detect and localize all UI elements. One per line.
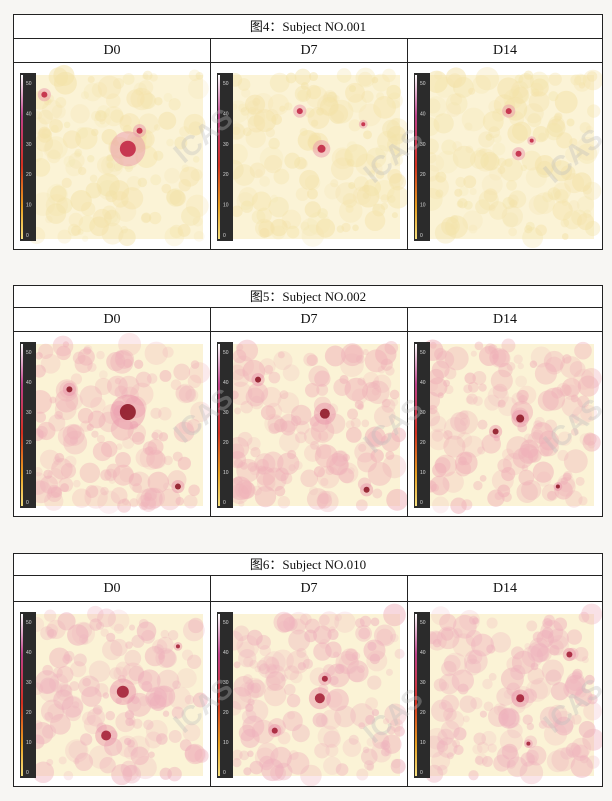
scale-tick-label: 10: [420, 470, 426, 476]
scale-tick-label: 30: [420, 680, 426, 686]
figure-title: 图5：Subject NO.002: [14, 286, 602, 308]
heatmap-cell-d0: 50 40 30 20 10 0: [14, 602, 211, 786]
column-header-d7: D7: [211, 39, 408, 63]
heatmap-image: 50 40 30 20 10 0: [217, 603, 407, 786]
scale-tick-label: 10: [223, 470, 229, 476]
scale-tick-label: 50: [26, 350, 32, 356]
scale-tick-label: 20: [223, 172, 229, 178]
scale-tick-label: 20: [223, 710, 229, 716]
scale-tick-label: 50: [223, 620, 229, 626]
heatmap-image: 50 40 30 20 10 0: [414, 66, 602, 249]
scale-tick-label: 20: [420, 710, 426, 716]
heatmap-image: 50 40 30 20 10 0: [20, 332, 210, 514]
scale-tick-label: 30: [26, 680, 32, 686]
scale-tick-label: 10: [420, 740, 426, 746]
scale-tick-label: 40: [420, 650, 426, 656]
scale-tick-label: 10: [223, 203, 229, 209]
column-header-d0: D0: [14, 576, 211, 602]
scale-tick-label: 30: [26, 142, 32, 148]
scale-tick-label: 50: [420, 81, 426, 87]
scale-tick-label: 30: [223, 410, 229, 416]
column-header-d7: D7: [211, 308, 408, 332]
scale-tick-label: 20: [26, 710, 32, 716]
scale-tick-label: 0: [26, 233, 29, 239]
figure-subject-001: 图4：Subject NO.001 D0 D7 D14 50 40 30 20 10 0 …: [13, 14, 603, 250]
column-header-d14: D14: [408, 39, 602, 63]
scale-tick-label: 0: [223, 233, 226, 239]
heatmap-image: 50 40 30 20 10 0: [414, 338, 602, 514]
scale-tick-label: 10: [26, 203, 32, 209]
scale-tick-label: 0: [26, 770, 29, 776]
scale-tick-label: 50: [420, 620, 426, 626]
column-header-d14: D14: [408, 308, 602, 332]
scale-tick-label: 50: [420, 350, 426, 356]
scale-tick-label: 10: [26, 470, 32, 476]
heatmap-cell-d14: 50 40 30 20 10 0: [408, 602, 602, 786]
scale-tick-label: 50: [223, 350, 229, 356]
heatmap-cell-d0: 50 40 30 20 10 0: [14, 332, 211, 516]
scale-tick-label: 0: [420, 233, 423, 239]
scale-tick-label: 40: [223, 650, 229, 656]
scale-tick-label: 30: [420, 142, 426, 148]
scale-tick-label: 50: [26, 620, 32, 626]
figure-subject-002: 图5：Subject NO.002 D0 D7 D14 50 40 30 20 10 0 …: [13, 285, 603, 517]
heatmap-cell-d14: 50 40 30 20 10 0: [408, 63, 602, 249]
scale-tick-label: 50: [223, 81, 229, 87]
scale-tick-label: 30: [26, 410, 32, 416]
scale-tick-label: 0: [420, 500, 423, 506]
scale-tick-label: 40: [223, 380, 229, 386]
heatmap-cell-d7: 50 40 30 20 10 0: [211, 602, 408, 786]
heatmap-cell-d0: 50 40 30 20 10 0: [14, 63, 211, 249]
heatmap-image: 50 40 30 20 10 0: [20, 605, 209, 786]
heatmap-image: 50 40 30 20 10 0: [217, 67, 407, 247]
figure-title: 图6：Subject NO.010: [14, 554, 602, 576]
heatmap-image: 50 40 30 20 10 0: [20, 64, 209, 247]
scale-tick-label: 0: [223, 770, 226, 776]
scale-tick-label: 0: [26, 500, 29, 506]
column-header-d0: D0: [14, 39, 211, 63]
scale-tick-label: 30: [223, 680, 229, 686]
scale-tick-label: 40: [420, 380, 426, 386]
heatmap-cell-d7: 50 40 30 20 10 0: [211, 63, 408, 249]
scale-tick-label: 20: [420, 440, 426, 446]
scale-tick-label: 20: [26, 172, 32, 178]
scale-tick-label: 0: [420, 770, 423, 776]
scale-tick-label: 50: [26, 81, 32, 87]
scale-tick-label: 40: [26, 650, 32, 656]
scale-tick-label: 10: [26, 740, 32, 746]
scale-tick-label: 20: [223, 440, 229, 446]
scale-tick-label: 20: [26, 440, 32, 446]
scale-tick-label: 10: [420, 203, 426, 209]
column-header-d14: D14: [408, 576, 602, 602]
heatmap-image: 50 40 30 20 10 0: [414, 603, 602, 785]
scale-tick-label: 30: [223, 142, 229, 148]
heatmap-cell-d14: 50 40 30 20 10 0: [408, 332, 602, 516]
heatmap-cell-d7: 50 40 30 20 10 0: [211, 332, 408, 516]
figure-subject-010: 图6：Subject NO.010 D0 D7 D14 50 40 30 20 10 0 …: [13, 553, 603, 787]
column-header-d0: D0: [14, 308, 211, 332]
figure-title: 图4：Subject NO.001: [14, 15, 602, 39]
scale-tick-label: 20: [420, 172, 426, 178]
scale-tick-label: 40: [26, 111, 32, 117]
scale-tick-label: 40: [26, 380, 32, 386]
scale-tick-label: 40: [223, 111, 229, 117]
scale-tick-label: 0: [223, 500, 226, 506]
scale-tick-label: 40: [420, 111, 426, 117]
heatmap-image: 50 40 30 20 10 0: [217, 339, 407, 513]
scale-tick-label: 10: [223, 740, 229, 746]
column-header-d7: D7: [211, 576, 408, 602]
scale-tick-label: 30: [420, 410, 426, 416]
